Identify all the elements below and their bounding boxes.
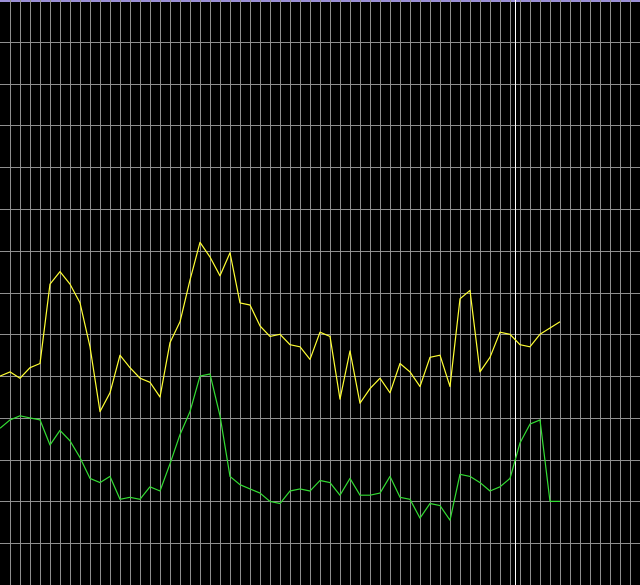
series-line-1 — [0, 241, 561, 413]
series-line-2 — [0, 373, 560, 521]
